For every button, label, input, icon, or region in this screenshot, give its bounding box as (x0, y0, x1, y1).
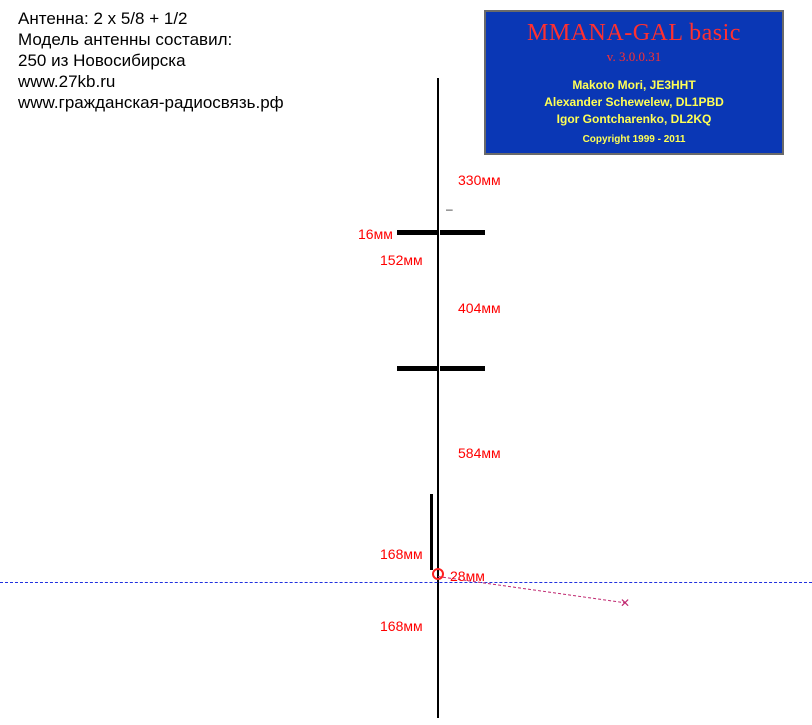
app-title: MMANA-GAL basic (486, 20, 782, 47)
dim-168mm-upper: 168мм (380, 546, 423, 562)
dim-152mm: 152мм (380, 252, 423, 268)
about-splash: MMANA-GAL basic v. 3.0.0.31 Makoto Mori,… (484, 10, 784, 155)
dim-330mm: 330мм (458, 172, 501, 188)
capacity-hat-2-left (397, 366, 437, 371)
credit-line: Alexander Schewelew, DL1PBD (486, 94, 782, 111)
antenna-mast (437, 78, 439, 718)
credit-line: Makoto Mori, JE3HHT (486, 77, 782, 94)
tick-mark: – (446, 202, 453, 216)
app-version: v. 3.0.0.31 (486, 49, 782, 65)
website-1: www.27kb.ru (18, 71, 284, 92)
dim-168mm-lower: 168мм (380, 618, 423, 634)
header-info: Антенна: 2 х 5/8 + 1/2 Модель антенны со… (18, 8, 284, 113)
dim-404mm: 404мм (458, 300, 501, 316)
website-2: www.гражданская-радиосвязь.рф (18, 92, 284, 113)
author-detail: 250 из Новосибирска (18, 50, 284, 71)
feed-point-marker (432, 568, 444, 580)
dim-16mm: 16мм (358, 226, 393, 242)
capacity-hat-1-left (397, 230, 437, 235)
app-copyright: Copyright 1999 - 2011 (486, 134, 782, 145)
radial-end-mark: ✕ (620, 596, 630, 610)
credit-line: Igor Gontcharenko, DL2KQ (486, 111, 782, 128)
capacity-hat-2-right (440, 366, 485, 371)
ground-line (0, 582, 812, 583)
app-credits: Makoto Mori, JE3HHT Alexander Schewelew,… (486, 77, 782, 128)
dim-28mm: 28мм (450, 568, 485, 584)
capacity-hat-1-right (440, 230, 485, 235)
dim-584mm: 584мм (458, 445, 501, 461)
model-author: Модель антенны составил: (18, 29, 284, 50)
antenna-parallel (430, 494, 433, 570)
antenna-name: Антенна: 2 х 5/8 + 1/2 (18, 8, 284, 29)
